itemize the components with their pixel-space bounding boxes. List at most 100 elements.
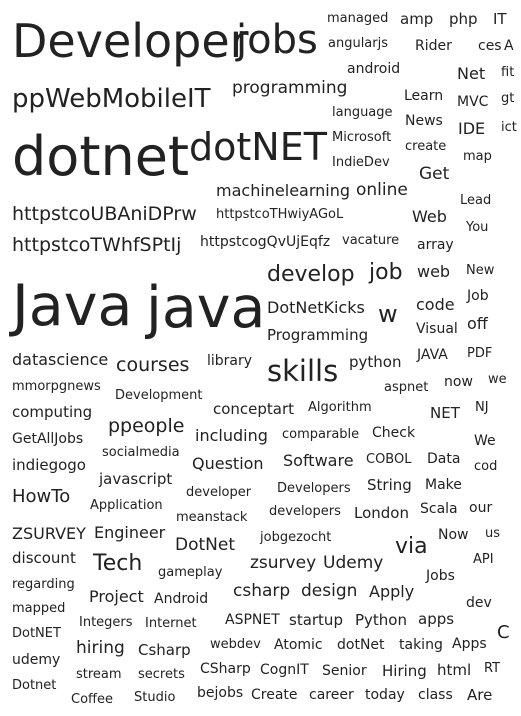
word-get: Get — [419, 164, 450, 184]
word-dotnet: Dotnet — [12, 678, 57, 693]
word-engineer: Engineer — [94, 523, 166, 542]
word-question: Question — [192, 454, 264, 473]
word-today: today — [365, 687, 405, 703]
word-indiegogo: indiegogo — [12, 456, 86, 474]
word-array: array — [417, 237, 454, 253]
word-ict: ict — [501, 120, 517, 135]
word-amp: amp — [400, 10, 434, 28]
word-skills: skills — [267, 354, 339, 388]
word-code: code — [416, 295, 455, 314]
word-job: job — [369, 260, 403, 285]
word-webdev: webdev — [210, 637, 261, 652]
word-vacature: vacature — [342, 233, 400, 248]
word-net: Net — [457, 64, 486, 83]
word-web: Web — [412, 207, 447, 226]
word-developers: Developers — [277, 481, 351, 496]
word-developers: developers — [269, 504, 341, 519]
word-aspnet: ASPNET — [225, 612, 280, 628]
word-data: Data — [427, 451, 461, 467]
word-studio: Studio — [134, 690, 176, 705]
word-httpstcotwhfsptij: httpstcoTWhfSPtIj — [12, 234, 182, 256]
word-udemy: udemy — [12, 652, 61, 668]
word-integers: Integers — [79, 615, 133, 630]
word-online: online — [356, 180, 408, 200]
word-csharp: csharp — [233, 581, 291, 601]
word-c: C — [497, 622, 510, 643]
word-angularjs: angularjs — [328, 36, 389, 51]
word-ppeople: ppeople — [108, 415, 185, 437]
word-pdf: PDF — [467, 346, 493, 361]
word-httpstcoubanidprw: httpstcoUBAniDPrw — [12, 203, 197, 225]
word-hiring: hiring — [76, 638, 125, 658]
word-stream: stream — [76, 667, 122, 682]
word-w: w — [378, 300, 398, 328]
word-london: London — [354, 504, 409, 522]
word-mvc: MVC — [457, 94, 489, 110]
word-mapped: mapped — [12, 601, 66, 616]
word-coffee: Coffee — [71, 692, 113, 707]
word-net: NET — [430, 404, 460, 422]
word-create: create — [405, 139, 447, 154]
word-howto: HowTo — [12, 486, 71, 507]
word-career: career — [309, 687, 354, 703]
word-fit: fit — [501, 65, 515, 80]
word-startup: startup — [289, 611, 343, 629]
word-php: php — [449, 10, 478, 28]
word-ppwebmobileit: ppWebMobileIT — [12, 84, 211, 114]
word-bejobs: bejobs — [197, 685, 244, 701]
word-design: design — [301, 581, 358, 601]
word-dotnetkicks: DotNetKicks — [267, 298, 365, 317]
word-atomic: Atomic — [274, 637, 323, 653]
word-we: We — [474, 433, 496, 449]
word-jobs: Jobs — [426, 568, 455, 584]
word-via: via — [395, 534, 428, 559]
word-developer: developer — [186, 485, 252, 500]
word-us: us — [485, 526, 501, 541]
word-check: Check — [372, 425, 416, 441]
word-programming: Programming — [267, 326, 369, 344]
word-ces: ces — [478, 38, 502, 54]
word-meanstack: meanstack — [176, 510, 248, 525]
word-algorithm: Algorithm — [308, 400, 372, 415]
word-class: class — [418, 687, 453, 703]
word-a: A — [504, 38, 514, 54]
word-learn: Learn — [404, 88, 444, 104]
word-jobgezocht: jobgezocht — [260, 530, 332, 545]
word-python: python — [349, 353, 402, 371]
word-python: Python — [355, 611, 407, 629]
word-lead: Lead — [460, 193, 492, 208]
word-ide: IDE — [458, 119, 486, 138]
word-getalljobs: GetAllJobs — [12, 431, 84, 447]
word-language: language — [332, 105, 393, 120]
word-courses: courses — [116, 354, 190, 376]
word-dev: dev — [466, 595, 492, 611]
word-socialmedia: socialmedia — [102, 445, 180, 460]
word-dotnet: dotnet — [12, 125, 190, 188]
word-our: our — [469, 500, 493, 516]
word-dotnet: DotNet — [175, 535, 235, 555]
word-software: Software — [283, 451, 354, 470]
word-jobs: jobs — [236, 17, 318, 63]
word-apps: Apps — [452, 636, 487, 652]
word-we: we — [488, 372, 507, 387]
word-httpstcogqvujeqfz: httpstcogQvUjEqfz — [200, 234, 331, 250]
word-news: News — [405, 113, 443, 129]
word-project: Project — [89, 587, 144, 606]
word-now: now — [444, 374, 473, 390]
word-aspnet: aspnet — [384, 380, 429, 395]
word-zsurvey: ZSURVEY — [12, 524, 86, 543]
word-computing: computing — [12, 403, 93, 421]
word-datascience: datascience — [12, 350, 109, 369]
word-are: Are — [467, 686, 493, 704]
word-java: java — [146, 275, 266, 341]
word-udemy: Udemy — [323, 553, 384, 573]
word-rider: Rider — [415, 38, 452, 54]
word-taking: taking — [399, 637, 443, 653]
word-mmorpgnews: mmorpgnews — [12, 379, 101, 394]
word-apps: apps — [418, 610, 455, 628]
word-new: New — [466, 263, 495, 278]
word-managed: managed — [327, 11, 389, 26]
word-machinelearning: machinelearning — [216, 181, 351, 200]
word-csharp: Csharp — [138, 641, 191, 659]
